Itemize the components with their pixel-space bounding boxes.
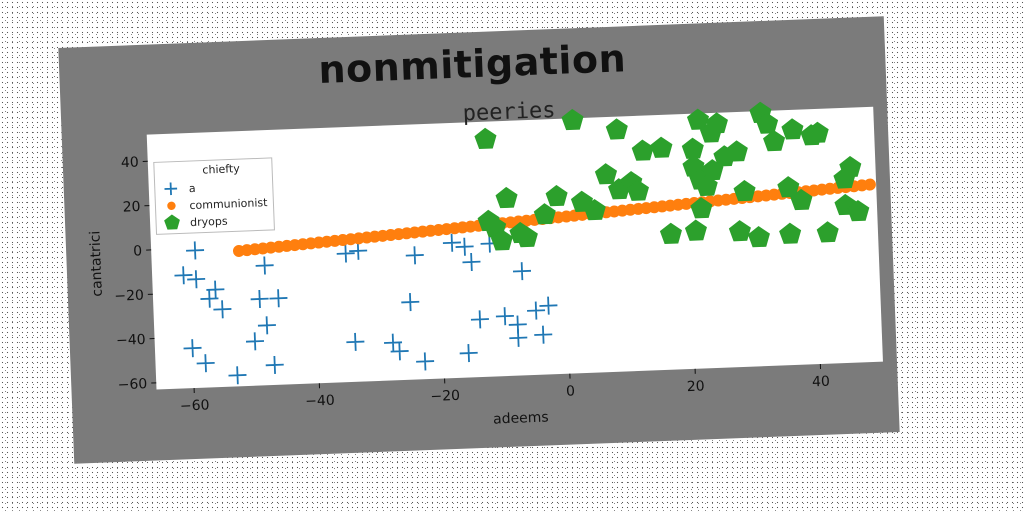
y-tick-label: −60 xyxy=(117,376,147,393)
data-point-a xyxy=(346,332,365,351)
series-a xyxy=(174,233,558,385)
data-point-dryops xyxy=(733,179,756,202)
data-point-a xyxy=(174,266,193,285)
data-point-dryops xyxy=(686,108,710,130)
data-point-dryops xyxy=(790,188,813,211)
data-point-a xyxy=(269,289,288,308)
data-point-a xyxy=(534,325,553,344)
data-point-a xyxy=(539,296,558,315)
data-point-a xyxy=(462,252,481,272)
axis-ticks: −60 −40 −20 0 20 40 −60 −40 −20 0 20 40 xyxy=(114,155,830,415)
data-point-a xyxy=(405,246,424,265)
data-point-dryops xyxy=(626,179,649,201)
data-point-a xyxy=(183,339,202,358)
data-point-dryops xyxy=(847,200,870,222)
data-point-a xyxy=(349,241,368,260)
data-point-dryops xyxy=(605,118,628,140)
legend-marker-communionist xyxy=(167,201,176,210)
data-point-dryops xyxy=(781,118,804,140)
y-tick-label: −40 xyxy=(116,332,146,349)
data-point-dryops xyxy=(777,176,800,198)
data-point-dryops xyxy=(779,222,802,244)
data-point-dryops xyxy=(490,229,513,251)
legend-label-communionist: communionist xyxy=(189,196,268,212)
data-point-dryops xyxy=(816,221,839,243)
data-point-a xyxy=(200,289,219,308)
x-tick-label: 0 xyxy=(566,383,576,399)
data-point-a xyxy=(255,256,274,275)
data-point-dryops xyxy=(583,199,606,221)
x-tick-label: 20 xyxy=(687,378,705,395)
data-point-dryops xyxy=(695,174,718,197)
data-point-dryops xyxy=(561,108,584,131)
data-point-communionist xyxy=(863,178,876,191)
y-axis-label: cantatrici xyxy=(87,230,106,297)
data-point-dryops xyxy=(806,121,829,143)
data-series xyxy=(174,101,876,385)
x-tick-label: −40 xyxy=(305,393,335,410)
legend-label-a: a xyxy=(189,182,196,195)
x-tick-label: −60 xyxy=(180,397,210,414)
data-point-dryops xyxy=(509,221,532,244)
data-point-a xyxy=(228,366,247,385)
chart-title: peeries xyxy=(462,98,556,127)
legend-label-dryops: dryops xyxy=(190,215,228,229)
y-tick-label: 40 xyxy=(121,155,139,172)
data-point-dryops xyxy=(545,184,568,207)
data-point-dryops xyxy=(728,220,751,242)
scatter-plot: peeries adeems cantatrici −60 −40 −20 0 20 40… xyxy=(87,98,883,428)
data-point-dryops xyxy=(747,226,770,248)
data-point-dryops xyxy=(533,203,556,225)
data-point-a xyxy=(250,289,269,309)
data-point-a xyxy=(509,328,528,347)
data-point-a xyxy=(470,310,489,329)
y-tick-label: −20 xyxy=(114,288,144,305)
legend-title: chiefty xyxy=(202,162,240,176)
data-point-a xyxy=(257,316,276,335)
data-point-a xyxy=(512,262,532,281)
data-point-a xyxy=(336,244,355,263)
series-dryops xyxy=(474,101,870,251)
data-point-a xyxy=(186,241,205,260)
data-point-a xyxy=(390,342,409,361)
data-point-dryops xyxy=(763,129,786,152)
data-point-a xyxy=(442,233,461,252)
data-point-a xyxy=(527,301,546,320)
data-point-dryops xyxy=(594,163,618,185)
data-point-a xyxy=(495,307,514,326)
data-point-a xyxy=(187,270,206,289)
data-point-dryops xyxy=(725,140,748,162)
y-tick-label: 20 xyxy=(122,199,140,216)
y-tick-label: 0 xyxy=(133,243,143,259)
data-point-dryops xyxy=(650,136,673,158)
legend-marker-a xyxy=(164,182,178,196)
legend-marker-dryops xyxy=(164,214,180,230)
data-point-a xyxy=(213,300,232,319)
data-point-dryops xyxy=(684,219,707,241)
data-point-a xyxy=(196,354,215,373)
data-point-dryops xyxy=(659,222,682,244)
data-point-dryops xyxy=(495,186,518,209)
data-point-a xyxy=(455,237,474,256)
data-point-dryops xyxy=(474,127,497,150)
data-point-dryops xyxy=(839,155,862,178)
data-point-a xyxy=(245,332,265,351)
data-point-dryops xyxy=(690,197,713,219)
data-point-a xyxy=(401,293,420,312)
legend-box xyxy=(153,157,275,235)
data-point-a xyxy=(416,352,435,371)
data-point-dryops xyxy=(705,112,728,134)
data-point-a xyxy=(459,344,478,363)
x-tick-label: −20 xyxy=(430,388,460,405)
chart-card: nonmitigation peeries adeems cantatrici … xyxy=(58,16,900,464)
data-point-dryops xyxy=(756,112,779,134)
x-axis-label: adeems xyxy=(493,409,549,427)
x-tick-label: 40 xyxy=(812,374,830,391)
data-point-a xyxy=(265,355,284,375)
